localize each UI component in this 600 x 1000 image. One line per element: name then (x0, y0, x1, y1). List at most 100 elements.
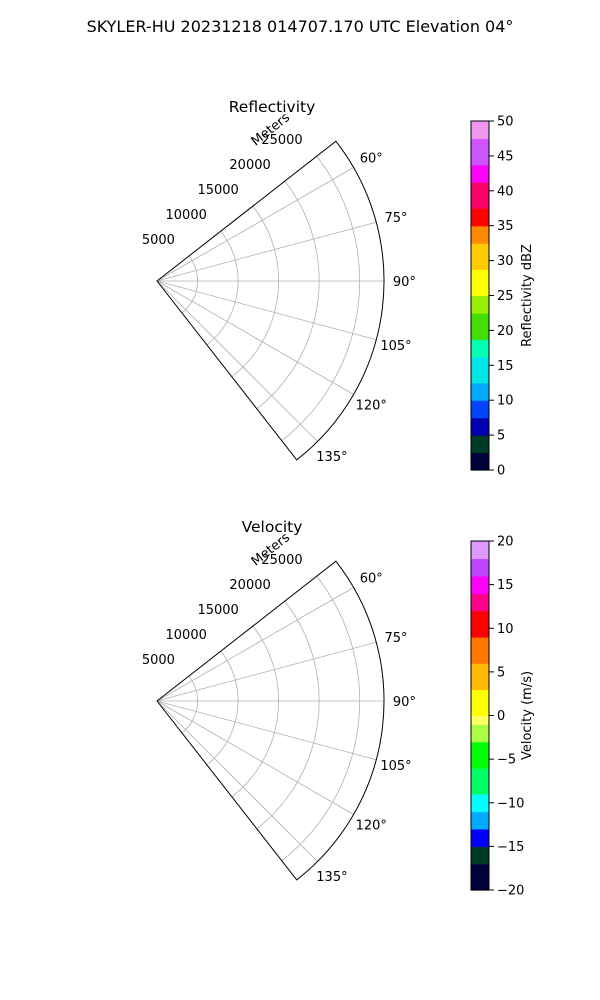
colorbar-segment (471, 741, 489, 751)
colorbar-segment (471, 610, 489, 621)
colorbar-segment (471, 321, 489, 331)
colorbar-segment (471, 759, 489, 769)
colorbar-tick-label: 20 (497, 535, 514, 550)
colorbar-segment (471, 138, 489, 148)
colorbar-segment (471, 312, 489, 323)
colorbar-tick-label: 10 (497, 394, 514, 409)
colorbar-segment (471, 794, 489, 804)
colorbar-segment (471, 295, 489, 305)
colorbar-segment (471, 715, 489, 725)
range-gridline (256, 180, 320, 410)
azimuth-tick-label: 90° (393, 695, 416, 710)
colorbar-segment (471, 724, 489, 734)
azimuth-gridline (156, 641, 377, 702)
colorbar-segment (471, 190, 489, 201)
azimuth-tick-label: 135° (316, 450, 347, 465)
velocity-polar-plot: 60° 75° 90° 105° 120° 135° 5000 10000 15000 20000… (142, 530, 416, 885)
azimuth-gridline (156, 280, 377, 341)
colorbar-segment (471, 452, 489, 462)
colorbar-segment (471, 260, 489, 270)
colorbar-label: Velocity (m/s) (520, 671, 535, 760)
colorbar-segment (471, 837, 489, 847)
azimuth-gridline (156, 167, 354, 282)
colorbar-segment (471, 828, 489, 839)
colorbar-segment (471, 461, 489, 471)
range-tick-label: 5000 (142, 233, 175, 248)
colorbar-tick-label: −15 (497, 840, 524, 855)
range-tick-label: 15000 (197, 603, 238, 618)
colorbar-segment (471, 374, 489, 384)
reflectivity-panel: Reflectivity 60° 75° 90° 105° 120° 135° 5000 10… (142, 98, 535, 479)
colorbar-segment (471, 584, 489, 594)
colorbar-segment (471, 567, 489, 577)
azimuth-gridline (156, 587, 354, 702)
range-tick-label: 20000 (229, 158, 270, 173)
colorbar-segment (471, 251, 489, 262)
colorbar-segment (471, 706, 489, 717)
range-tick-label: 5000 (142, 653, 175, 668)
colorbar-segment (471, 243, 489, 253)
colorbar-segment (471, 365, 489, 375)
colorbar-tick-label: 30 (497, 254, 514, 269)
colorbar-segment (471, 575, 489, 586)
colorbar-segment (471, 671, 489, 682)
colorbar-segment (471, 663, 489, 673)
colorbar-segment (471, 356, 489, 366)
range-tick-label: 10000 (166, 628, 207, 643)
colorbar-segment (471, 391, 489, 401)
colorbar-segment (471, 802, 489, 813)
colorbar-segment (471, 129, 489, 140)
range-tick-label: 25000 (261, 133, 302, 148)
colorbar-tick-label: 50 (497, 115, 514, 130)
colorbar-segment (471, 426, 489, 436)
colorbar-segment (471, 872, 489, 882)
azimuth-tick-label: 105° (380, 339, 411, 354)
colorbar-segment (471, 767, 489, 778)
azimuth-tick-label: 120° (356, 819, 387, 834)
reflectivity-colorbar: 0 5 10 15 20 25 30 35 40 45 50 Reflectivity dBZ (470, 115, 535, 479)
colorbar-tick-label: 15 (497, 359, 514, 374)
colorbar-segment (471, 216, 489, 227)
colorbar-tick-label: −20 (497, 884, 524, 899)
range-gridline (281, 575, 361, 862)
colorbar-segment (471, 225, 489, 236)
colorbar-segment (471, 408, 489, 419)
reflectivity-polar-plot: 60° 75° 90° 105° 120° 135° 5000 10000 15000 20000… (142, 110, 416, 465)
range-gridline (181, 255, 198, 314)
colorbar-tick-label: 35 (497, 219, 514, 234)
range-gridline (206, 230, 239, 346)
colorbar-segment (471, 602, 489, 612)
colorbar-segment (471, 689, 489, 699)
colorbar-segment (471, 173, 489, 183)
azimuth-gridline (156, 221, 377, 282)
azimuth-tick-label: 75° (384, 631, 407, 646)
colorbar-segment (471, 208, 489, 218)
colorbar-tick-label: −5 (497, 753, 516, 768)
colorbar-segment (471, 680, 489, 690)
colorbar-tick-label: 5 (497, 665, 505, 680)
colorbar-segment (471, 234, 489, 244)
colorbar-segment (471, 199, 489, 209)
colorbar-tick-label: 0 (497, 709, 505, 724)
colorbar-segment (471, 863, 489, 874)
colorbar-label: Reflectivity dBZ (520, 244, 535, 347)
figure-title: SKYLER-HU 20231218 014707.170 UTC Elevat… (87, 17, 514, 36)
colorbar-tick-label: 0 (497, 464, 505, 479)
colorbar-segment (471, 286, 489, 297)
range-gridline (281, 155, 361, 442)
range-gridline (256, 600, 320, 830)
colorbar-segment (471, 541, 489, 551)
colorbar-tick-label: 5 (497, 429, 505, 444)
azimuth-tick-label: 135° (316, 870, 347, 885)
azimuth-gridline (156, 280, 318, 442)
azimuth-gridline (156, 700, 377, 761)
range-gridline (231, 625, 280, 798)
colorbar-tick-label: 10 (497, 622, 514, 637)
colorbar-tick-label: 20 (497, 324, 514, 339)
colorbar-segment (471, 549, 489, 560)
colorbar-segment (471, 785, 489, 795)
azimuth-gridline (156, 280, 354, 395)
range-tick-label: 25000 (261, 553, 302, 568)
colorbar-segment (471, 881, 489, 891)
